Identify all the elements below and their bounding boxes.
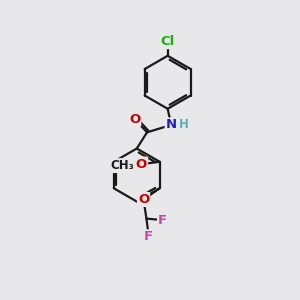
- Text: H: H: [178, 118, 188, 131]
- Text: F: F: [158, 214, 167, 226]
- Text: O: O: [136, 158, 147, 171]
- Text: Cl: Cl: [160, 35, 175, 48]
- Text: CH₃: CH₃: [111, 159, 134, 172]
- Text: F: F: [144, 230, 153, 243]
- Text: N: N: [166, 118, 177, 131]
- Text: O: O: [129, 112, 140, 126]
- Text: O: O: [138, 193, 149, 206]
